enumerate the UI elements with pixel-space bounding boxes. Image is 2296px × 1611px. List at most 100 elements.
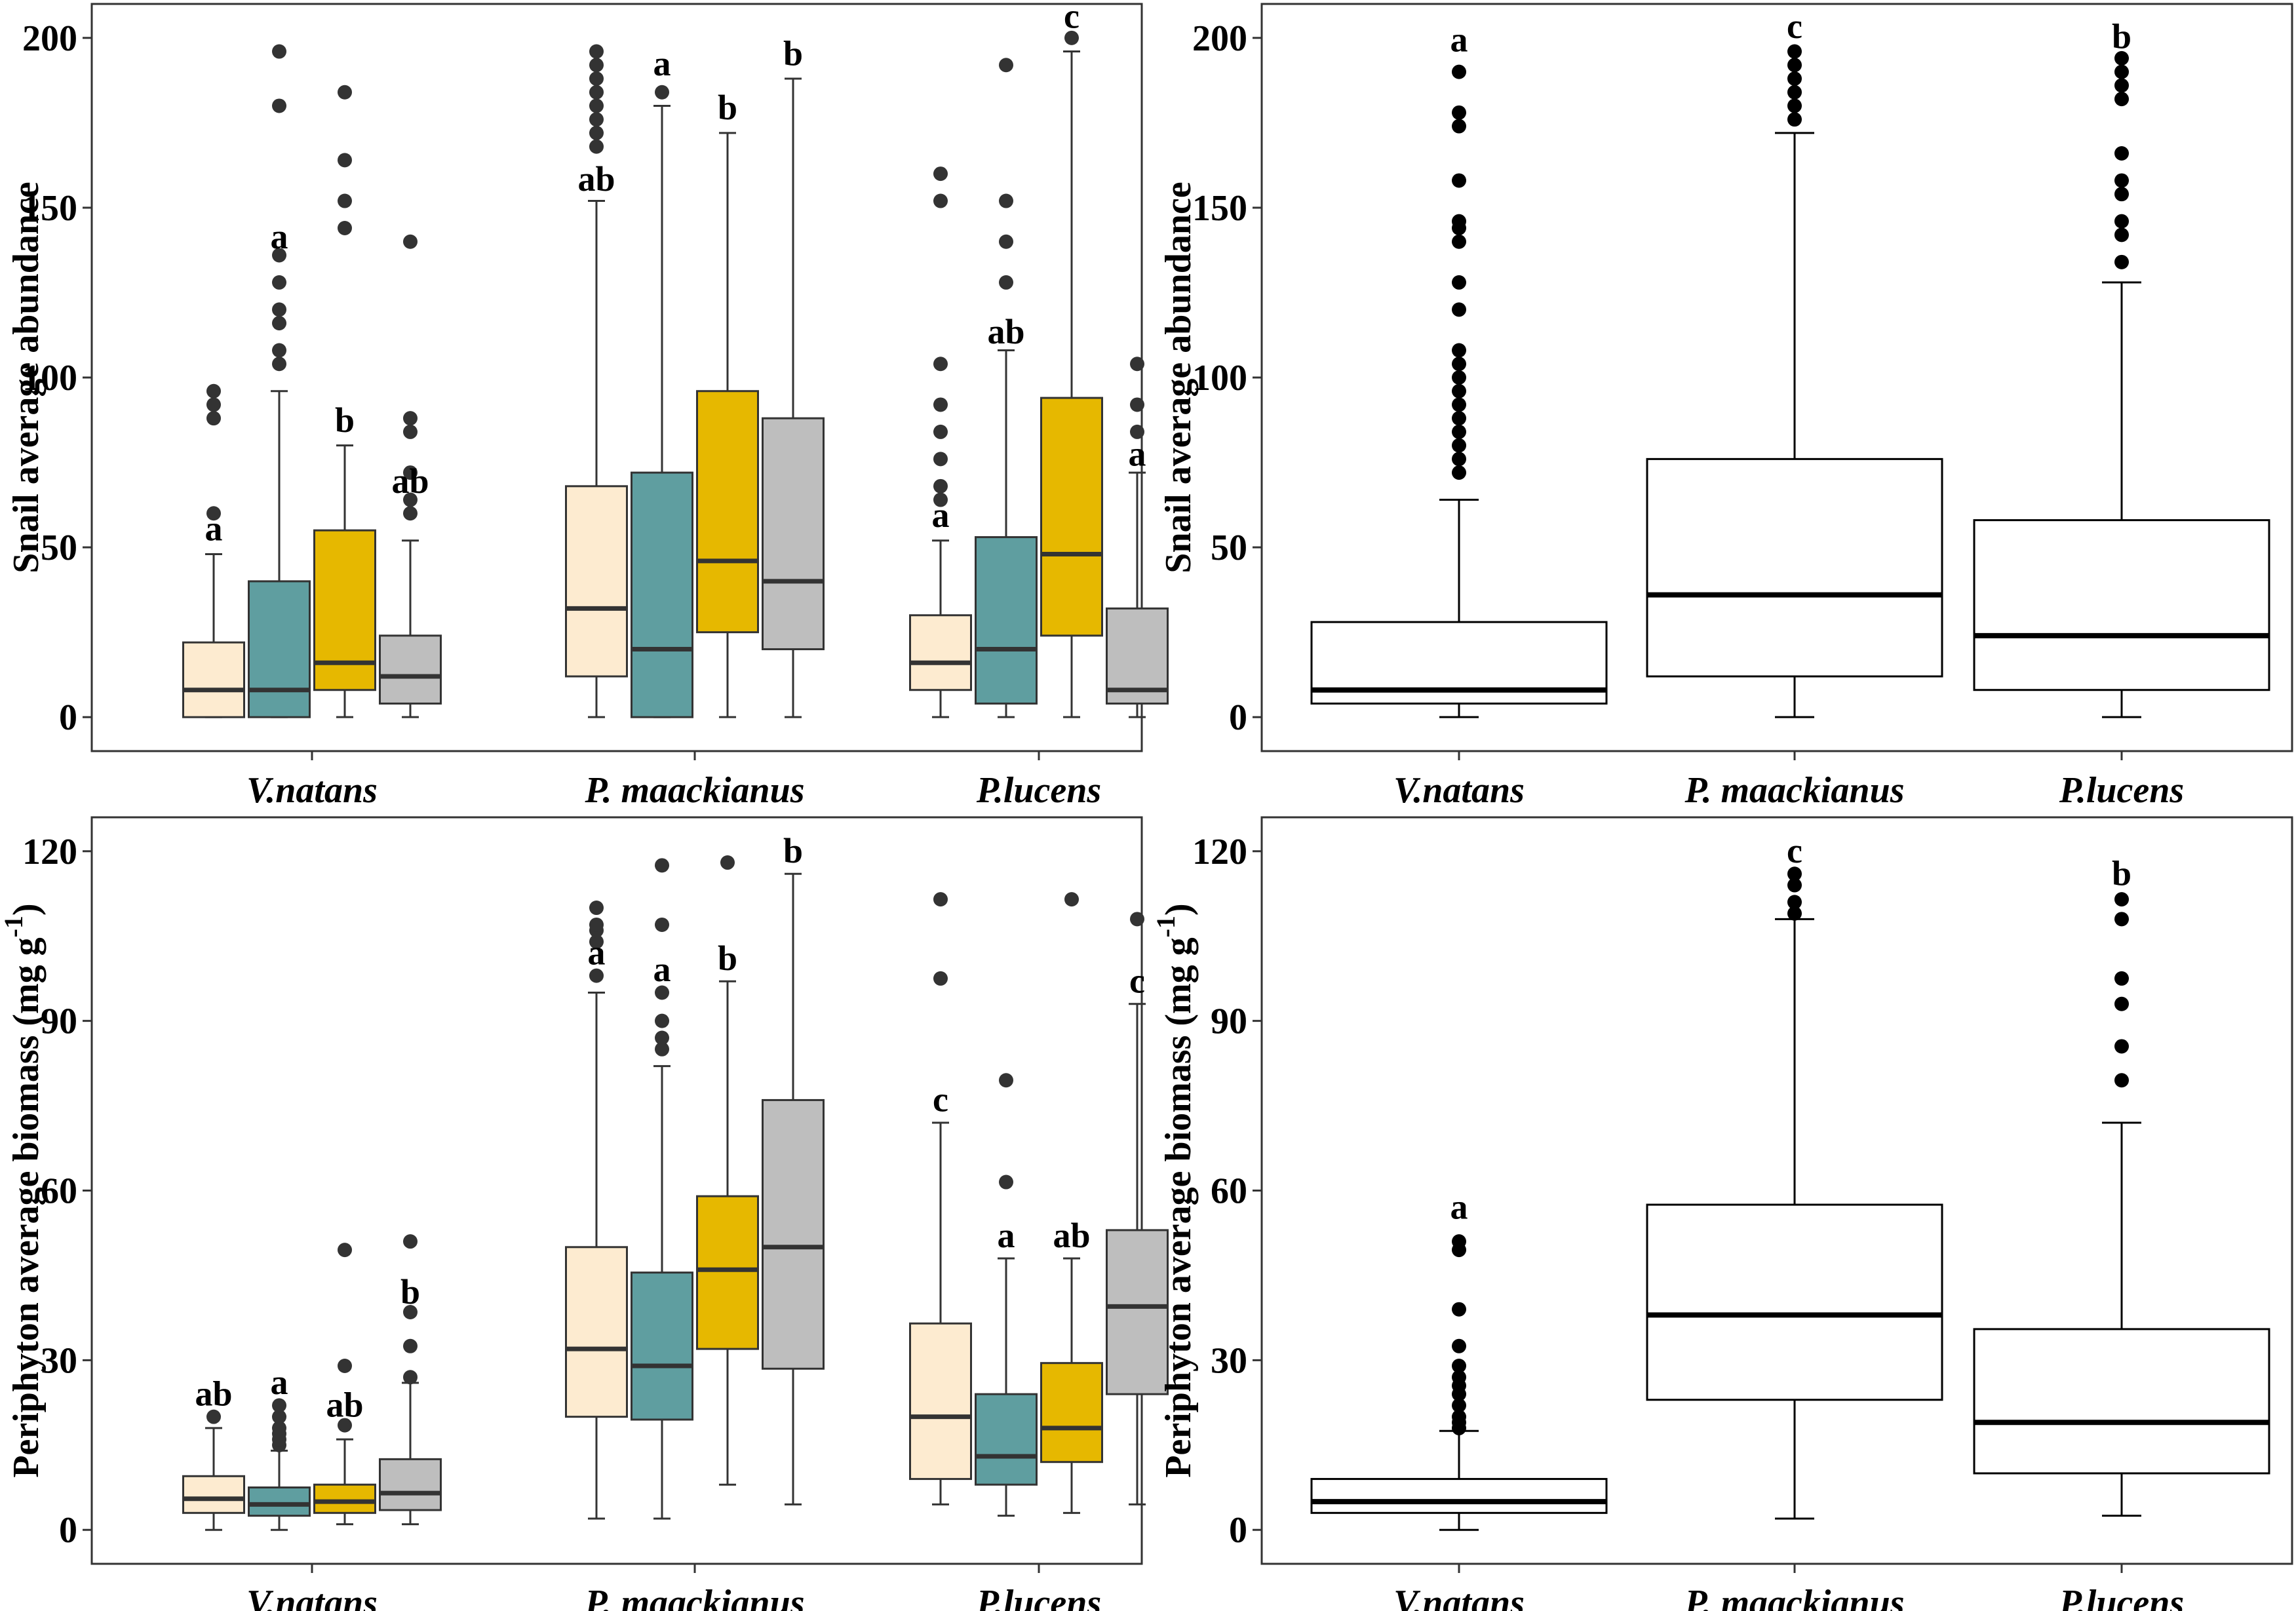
outlier-point [589,44,604,59]
outlier-point [1130,397,1144,412]
significance-letter: c [1787,831,1802,870]
significance-letter: b [783,831,803,870]
outlier-point [272,302,286,317]
outlier-point [655,85,669,100]
outlier-point [655,1030,669,1045]
outlier-point [1452,1398,1466,1413]
x-category-label: P. maackianus [584,1583,804,1611]
outlier-point [1130,424,1144,439]
outlier-point [999,1073,1013,1088]
significance-letter: a [932,495,950,535]
significance-letter: a [271,217,288,256]
significance-letter: a [1129,435,1146,474]
y-tick-label: 60 [41,1171,77,1212]
significance-letter: a [998,1216,1015,1255]
box-plot: c [1646,7,1943,718]
box-body [631,471,693,718]
outlier-point [206,1409,221,1424]
y-tick-label: 100 [1192,358,1247,398]
outlier-point [1452,234,1466,249]
outlier-point [1452,64,1466,79]
outlier-point [1787,44,1802,59]
significance-letter: c [1787,7,1802,46]
y-tick-label: 120 [22,832,77,872]
snail-abundance-by-species-and-treatment-panel: 0 50 100 150 200 Snail average abundance V.nat… [6,0,1169,811]
outlier-point [1064,892,1079,907]
box-body [1040,1362,1103,1464]
y-axis-title-close: ) [6,903,47,916]
snail-abundance-by-species-panel: 0 50 100 150 200 Snail average abundance V.nat… [1158,3,2293,811]
outlier-point [1787,98,1802,113]
outlier-point [1452,275,1466,290]
outlier-point [403,465,418,480]
outlier-point [338,1243,352,1258]
box-plot: a [248,44,311,718]
outlier-point [338,221,352,235]
y-axis-title-close: ) [1158,903,1199,916]
box-body [696,390,759,634]
significance-letter: ab [326,1386,363,1425]
box-body [313,529,376,691]
box-plot: ab [975,58,1038,718]
y-tick-label: 0 [1229,697,1247,738]
x-category-label: P. maackianus [584,770,804,811]
outlier-point [933,397,948,412]
outlier-point [1452,214,1466,229]
significance-letter: b [718,939,737,978]
outlier-point [655,985,669,1000]
outlier-point [933,971,948,986]
significance-letter: ab [1053,1216,1090,1255]
outlier-point [338,1418,352,1433]
outlier-point [1130,357,1144,372]
outlier-point [589,917,604,932]
outlier-point [2114,1073,2129,1088]
outlier-point [338,193,352,208]
significance-letter: a [588,933,606,972]
significance-letter: a [1450,1188,1468,1227]
box-body [1973,519,2270,691]
outlier-point [2114,214,2129,229]
outlier-point [589,968,604,983]
outlier-point [1452,119,1466,134]
outlier-point [403,234,418,249]
y-axis-title-superscript: -1 [0,916,28,937]
outlier-point [589,139,604,154]
significance-letter: b [2112,16,2131,56]
outlier-point [272,1409,286,1424]
outlier-point [933,892,948,907]
outlier-point [272,1398,286,1413]
outlier-point [272,316,286,331]
outlier-point [933,424,948,439]
y-tick-label: 120 [1192,832,1247,872]
box-body [248,580,311,718]
box-plot: a [1310,20,1608,718]
outlier-point [1452,173,1466,188]
box-body [379,634,442,705]
box-plot: b [379,1234,442,1526]
outlier-point [2114,1039,2129,1054]
box-body [1310,1478,1608,1514]
outlier-point [933,452,948,467]
significance-letter: a [205,509,223,549]
box-plot: c [1646,831,1943,1520]
box-plot: a [631,858,693,1520]
box-body [1973,1328,2270,1475]
significance-letter: c [933,1080,948,1119]
x-category-label: P.lucens [2059,1583,2184,1611]
box-body [975,536,1038,705]
outlier-point [2114,892,2129,907]
box-plot: b [696,855,759,1486]
outlier-point [272,275,286,290]
x-category-label: P. maackianus [1684,1583,1904,1611]
outlier-point [2114,78,2129,93]
outlier-point [1452,438,1466,453]
outlier-point [338,1358,352,1373]
box-body [379,1458,442,1511]
outlier-point [1787,866,1802,882]
y-tick-label: 100 [22,358,77,398]
outlier-point [1452,370,1466,385]
box-plot: c [1106,912,1169,1505]
outlier-point [1452,302,1466,317]
box-plot: c [909,892,972,1505]
